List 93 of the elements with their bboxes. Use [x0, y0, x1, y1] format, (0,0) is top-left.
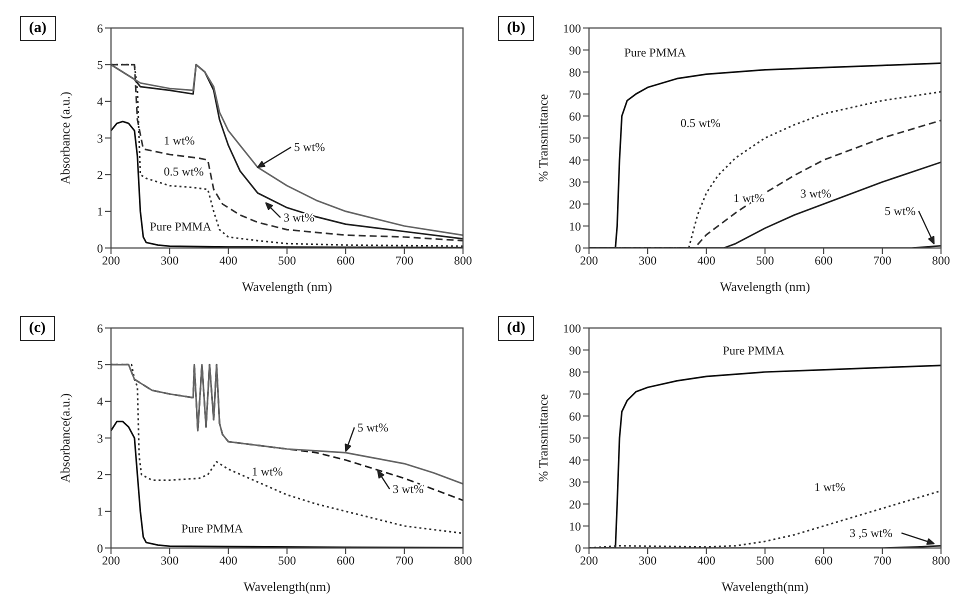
x-tick-label: 600 [814, 554, 833, 568]
y-tick-label: 80 [569, 365, 581, 380]
series-label: Pure PMMA [150, 219, 212, 234]
y-tick-label: 0 [575, 541, 581, 556]
y-tick-label: 40 [569, 453, 581, 468]
series-label: Pure PMMA [181, 522, 244, 536]
y-axis-title: Absorbance(a.u.) [58, 393, 73, 483]
x-tick-label: 200 [580, 554, 598, 568]
y-tick-label: 2 [97, 468, 103, 482]
y-tick-label: 1 [97, 504, 103, 519]
x-tick-label: 400 [219, 254, 238, 268]
x-tick-label: 600 [336, 554, 355, 568]
y-tick-label: 50 [569, 431, 581, 446]
y-tick-label: 3 [97, 131, 103, 146]
x-tick-label: 400 [697, 254, 716, 268]
x-tick-label: 600 [814, 254, 833, 268]
x-tick-label: 800 [454, 254, 472, 268]
y-tick-label: 100 [563, 21, 581, 36]
series-label: 0.5 wt% [164, 164, 204, 178]
y-tick-label: 50 [569, 131, 581, 146]
y-tick-label: 40 [569, 153, 581, 168]
series-label: Pure PMMA [722, 343, 785, 358]
x-axis-title: Wavelength(nm) [721, 579, 809, 594]
x-tick-label: 700 [873, 554, 892, 568]
text: 0.5 wt% [680, 116, 721, 130]
y-tick-label: 20 [569, 197, 581, 212]
x-tick-label: 500 [278, 554, 296, 568]
x-tick-label: 400 [219, 554, 238, 568]
series-label: 5 wt% [357, 420, 388, 434]
y-tick-label: 1 [97, 204, 103, 219]
y-tick-label: 90 [569, 43, 581, 58]
y-tick-label: 0 [575, 241, 581, 256]
y-axis-title: Absorbance (a.u.) [58, 92, 73, 184]
y-tick-label: 30 [569, 475, 581, 490]
x-tick-label: 800 [932, 554, 950, 568]
chart-title: (a) [20, 16, 56, 41]
x-tick-label: 300 [638, 554, 657, 568]
y-tick-label: 6 [97, 21, 103, 36]
y-tick-label: 0 [97, 541, 103, 556]
legend-label: 3 wt% [283, 210, 314, 225]
y-axis-title: % Transmittance [536, 394, 551, 482]
legend-label: 3 ,5 wt% [849, 526, 892, 540]
y-tick-label: 70 [569, 387, 581, 402]
x-tick-label: 700 [873, 254, 892, 268]
x-tick-label: 700 [395, 554, 414, 568]
chart-title: (d) [498, 316, 534, 341]
y-tick-label: 100 [563, 321, 581, 336]
y-tick-label: 4 [97, 394, 103, 409]
x-tick-label: 200 [102, 554, 120, 568]
x-tick-label: 800 [454, 554, 472, 568]
x-tick-label: 200 [580, 254, 598, 268]
y-tick-label: 0 [97, 241, 103, 256]
y-tick-label: 30 [569, 175, 581, 190]
y-tick-label: 20 [569, 497, 581, 512]
series-label: 1 wt% [252, 464, 283, 478]
x-axis-title: Wavelength (nm) [242, 279, 332, 294]
series-label: 1 wt% [164, 134, 195, 148]
x-tick-label: 300 [160, 254, 179, 268]
y-tick-label: 3 [97, 431, 103, 446]
chart-title: (c) [20, 316, 55, 341]
x-tick-label: 300 [160, 554, 179, 568]
y-tick-label: 60 [569, 409, 581, 424]
y-axis-title: % Transmittance [536, 94, 551, 182]
x-tick-label: 500 [278, 254, 296, 268]
y-tick-label: 5 [97, 58, 103, 72]
y-tick-label: 6 [97, 321, 103, 336]
series-label: 1 wt% [733, 190, 764, 205]
text: 1 wt% [814, 480, 846, 494]
chart-title: (b) [498, 16, 534, 41]
x-tick-label: 300 [638, 254, 657, 268]
x-tick-label: 500 [756, 554, 774, 568]
y-tick-label: 80 [569, 65, 581, 80]
x-tick-label: 500 [756, 254, 774, 268]
series-label: 3 wt% [800, 186, 832, 200]
y-tick-label: 60 [569, 109, 581, 124]
x-tick-label: 600 [336, 254, 355, 268]
y-tick-label: 90 [569, 343, 581, 358]
x-tick-label: 400 [697, 554, 716, 568]
y-tick-label: 10 [569, 519, 581, 534]
y-tick-label: 2 [97, 168, 103, 182]
x-axis-title: Wavelength(nm) [243, 579, 331, 594]
x-axis-title: Wavelength (nm) [720, 279, 810, 294]
y-tick-label: 5 [97, 358, 103, 372]
text: 5 wt% [294, 140, 326, 154]
x-tick-label: 800 [932, 254, 950, 268]
y-tick-label: 70 [569, 87, 581, 102]
text: 5 wt% [884, 204, 916, 218]
y-tick-label: 4 [97, 94, 103, 109]
series-label: Pure PMMA [624, 46, 686, 60]
x-tick-label: 200 [102, 254, 120, 268]
series-label: 3 wt% [392, 482, 424, 496]
y-tick-label: 10 [569, 219, 581, 234]
x-tick-label: 700 [395, 254, 414, 268]
